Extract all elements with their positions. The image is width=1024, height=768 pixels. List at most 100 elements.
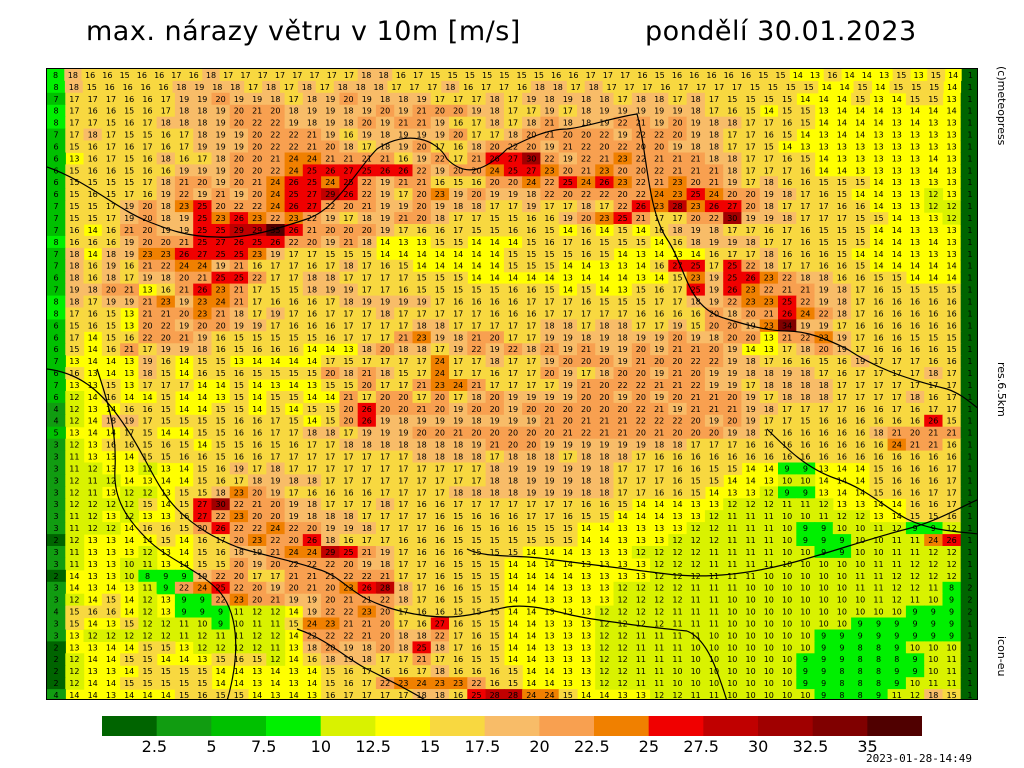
grid-value: 27: [672, 262, 682, 271]
grid-value: 10: [782, 691, 792, 700]
grid-value: 20: [618, 405, 628, 414]
grid-value: 15: [490, 620, 500, 629]
grid-value: 19: [289, 119, 299, 128]
grid-value: 8: [894, 655, 899, 664]
grid-value: 17: [270, 417, 280, 426]
grid-value: 16: [106, 226, 116, 235]
grid-value: 14: [928, 166, 938, 175]
grid-value: 12: [618, 596, 628, 605]
grid-value: 13: [581, 643, 591, 652]
grid-value: 13: [581, 548, 591, 557]
grid-value: 17: [252, 309, 262, 318]
grid-value: 16: [88, 238, 98, 247]
grid-value: 13: [563, 608, 573, 617]
grid-value: 13: [599, 584, 609, 593]
grid-value: 14: [69, 691, 79, 700]
grid-value: 11: [270, 643, 280, 652]
grid-value: 12: [124, 512, 134, 521]
grid-value: 18: [471, 488, 481, 497]
grid-value: 20: [417, 190, 427, 199]
grid-value: 20: [234, 154, 244, 163]
grid-value: 19: [471, 441, 481, 450]
grid-value: 15: [124, 178, 134, 187]
grid-value: 17: [764, 119, 774, 128]
grid-value: 26: [289, 178, 299, 187]
grid-value: 15: [636, 238, 646, 247]
grid-value: 16: [563, 512, 573, 521]
grid-value: 19: [197, 143, 207, 152]
grid-value: 15: [124, 655, 134, 664]
grid-value: 14: [544, 667, 554, 676]
grid-value: 14: [581, 262, 591, 271]
grid-value: 18: [88, 131, 98, 140]
grid-value: 18: [417, 453, 427, 462]
grid-value: 19: [161, 345, 171, 354]
grid-value: 15: [161, 393, 171, 402]
grid-value: 21: [782, 286, 792, 295]
grid-value: 17: [855, 309, 865, 318]
grid-value: 1: [967, 488, 972, 497]
grid-value: 14: [819, 166, 829, 175]
grid-value: 22: [672, 417, 682, 426]
grid-value: 17: [526, 333, 536, 342]
grid-value: 16: [800, 166, 810, 175]
grid-value: 17: [490, 453, 500, 462]
grid-value: 17: [508, 202, 518, 211]
grid-value: 16: [270, 345, 280, 354]
grid-value: 17: [343, 476, 353, 485]
grid-cell: [547, 69, 566, 82]
grid-value: 13: [837, 154, 847, 163]
grid-value: 17: [417, 309, 427, 318]
grid-value: 21: [124, 286, 134, 295]
grid-value: 10: [764, 679, 774, 688]
grid-value: 17: [618, 309, 628, 318]
grid-value: 2: [967, 608, 972, 617]
grid-value: 15: [453, 596, 463, 605]
grid-value: 13: [88, 381, 98, 390]
grid-value: 13: [544, 631, 554, 640]
grid-value: 17: [362, 536, 372, 545]
grid-value: 10: [782, 584, 792, 593]
grid-value: 18: [800, 274, 810, 283]
grid-value: 23: [746, 298, 756, 307]
grid-value: 18: [270, 464, 280, 473]
grid-value: 13: [124, 584, 134, 593]
grid-value: 16: [490, 309, 500, 318]
grid-value: 15: [855, 214, 865, 223]
grid-value: 16: [928, 464, 938, 473]
grid-value: 24: [197, 584, 207, 593]
grid-value: 16: [453, 298, 463, 307]
grid-value: 14: [691, 250, 701, 259]
grid-value: 14: [636, 226, 646, 235]
grid-value: 21: [764, 309, 774, 318]
grid-value: 14: [106, 369, 116, 378]
grid-value: 25: [417, 643, 427, 652]
grid-value: 16: [435, 572, 445, 581]
grid-value: 23: [618, 178, 628, 187]
grid-value: 17: [398, 572, 408, 581]
grid-value: 22: [471, 345, 481, 354]
grid-value: 15: [69, 190, 79, 199]
grid-value: 15: [471, 560, 481, 569]
grid-value: 17: [380, 524, 390, 533]
grid-value: 9: [894, 643, 899, 652]
grid-value: 15: [855, 226, 865, 235]
grid-value: 17: [275, 71, 285, 80]
grid-value: 10: [746, 631, 756, 640]
grid-value: 16: [88, 154, 98, 163]
grid-value: 20: [142, 214, 152, 223]
grid-value: 22: [289, 131, 299, 140]
grid-value: 11: [947, 655, 957, 664]
grid-value: 14: [270, 357, 280, 366]
grid-value: 12: [746, 500, 756, 509]
grid-value: 15: [517, 71, 527, 80]
grid-cell: [459, 80, 478, 94]
grid-value: 15: [234, 333, 244, 342]
grid-value: 19: [362, 298, 372, 307]
grid-value: 17: [508, 357, 518, 366]
grid-value: 17: [526, 107, 536, 116]
grid-value: 16: [216, 345, 226, 354]
grid-value: 20: [581, 357, 591, 366]
grid-value: 1: [967, 83, 972, 92]
grid-value: 27: [435, 620, 445, 629]
